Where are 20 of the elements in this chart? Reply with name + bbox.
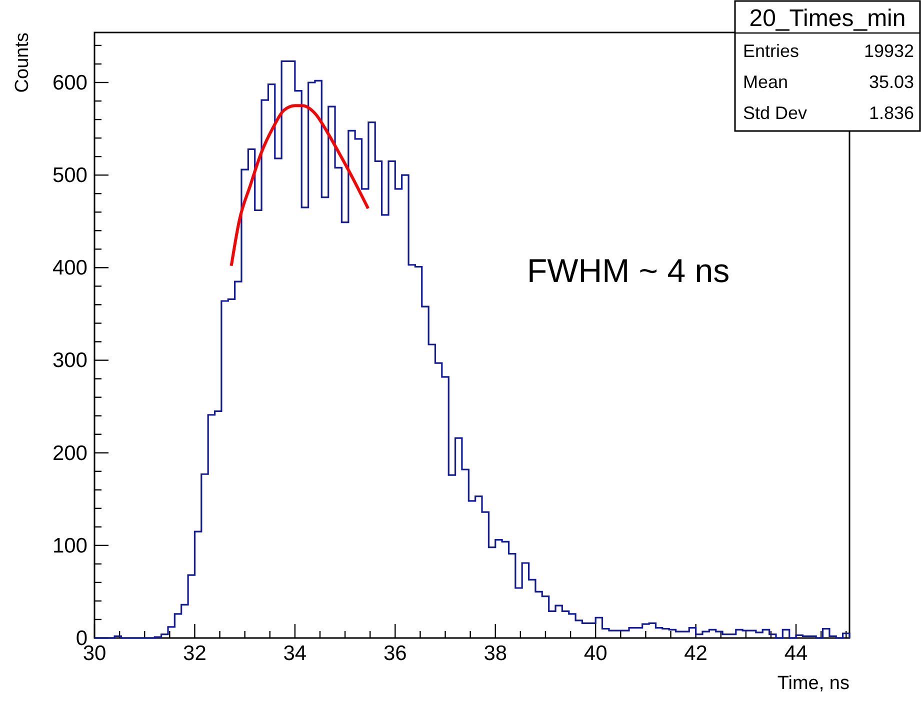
y-tick-label: 500 (52, 164, 88, 188)
chart-title: 20_Times_min (749, 5, 906, 32)
text: Entries 19932 (743, 41, 914, 61)
text: Std Dev 1.836 (743, 103, 914, 123)
text: Mean 35.03 (743, 72, 914, 92)
x-axis-title: Time, ns (777, 673, 850, 694)
annotation: FWHM ~ 4 ns (527, 252, 730, 289)
y-tick-label: 600 (52, 71, 88, 94)
y-tick-label: 100 (52, 534, 88, 558)
x-tick-label: 40 (584, 642, 608, 665)
y-axis-title: Counts (12, 32, 33, 93)
x-tick-label: 42 (684, 642, 708, 665)
x-tick-label: 38 (484, 642, 508, 665)
x-tick-label: 36 (383, 642, 407, 665)
y-tick-label: 200 (52, 442, 88, 465)
x-tick-label: 34 (283, 642, 307, 665)
y-tick-label: 300 (52, 349, 88, 372)
x-tick-label: 44 (784, 642, 808, 665)
x-tick-label: 32 (183, 642, 206, 665)
y-tick-label: 400 (52, 256, 88, 280)
